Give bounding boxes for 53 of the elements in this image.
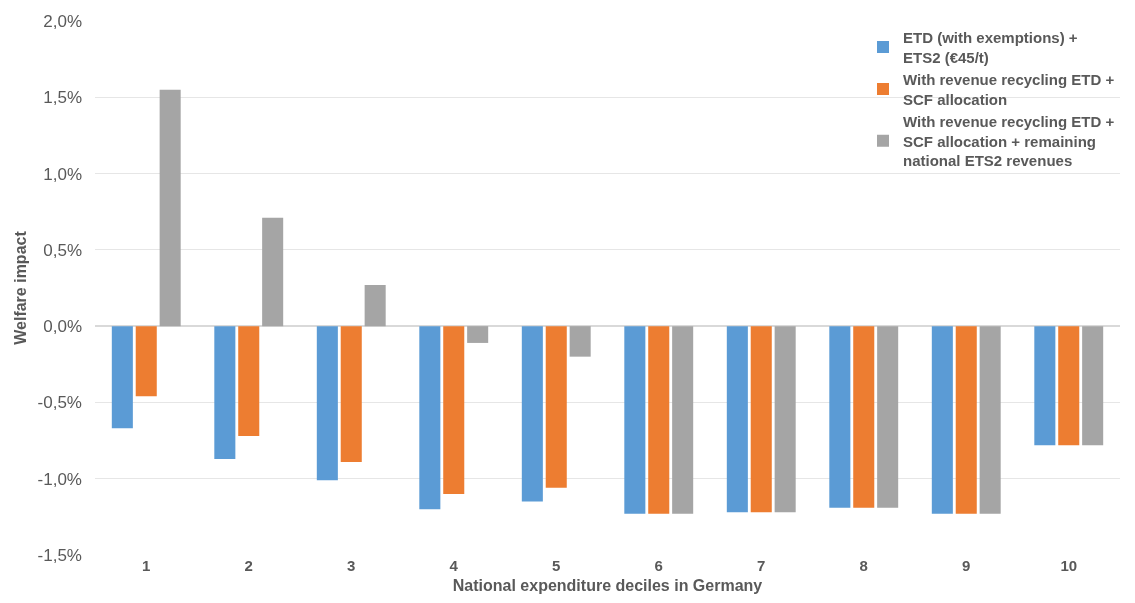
x-tick-label: 6 (654, 557, 663, 574)
bar (316, 326, 338, 481)
x-tick-label: 8 (859, 557, 868, 574)
x-axis-title: National expenditure deciles in Germany (452, 576, 763, 594)
bar (214, 326, 236, 459)
legend-label: ETD (with exemptions) + ETS2 (€45/t) (903, 29, 1078, 66)
x-tick-label: 3 (347, 557, 356, 574)
bar (624, 326, 646, 514)
y-tick-label: -1,5% (37, 545, 82, 565)
bar (877, 326, 899, 508)
bar (419, 326, 441, 510)
bar (159, 89, 181, 327)
bar (750, 326, 772, 513)
x-tick-label: 9 (962, 557, 971, 574)
bar (955, 326, 977, 514)
x-tick-label: 7 (757, 557, 766, 574)
legend-label: With revenue recycling ETD + SCF allocation + remaining national ETS2 revenues (903, 113, 1115, 170)
bar (648, 326, 670, 514)
bar (262, 217, 284, 327)
bar (829, 326, 851, 508)
x-tick-label: 4 (449, 557, 459, 574)
bar (726, 326, 748, 513)
bar (672, 326, 694, 514)
x-tick-label: 10 (1060, 557, 1078, 574)
bar (521, 326, 543, 502)
bar (1058, 326, 1080, 446)
bar (111, 326, 133, 429)
bar (569, 326, 591, 357)
bar (853, 326, 875, 508)
bar (1082, 326, 1104, 446)
bar (931, 326, 953, 514)
y-tick-label: -0,5% (37, 393, 82, 413)
bar (238, 326, 260, 436)
bar (135, 326, 157, 397)
x-tick-label: 1 (142, 557, 151, 574)
y-tick-label: 0,5% (43, 240, 82, 260)
bar (774, 326, 796, 513)
bar (364, 284, 386, 327)
bar (467, 326, 489, 343)
bar (443, 326, 465, 494)
legend-label: With revenue recycling ETD + SCF allocation (903, 71, 1115, 108)
y-tick-label: -1,0% (37, 469, 82, 489)
x-tick-label: 2 (244, 557, 253, 574)
y-tick-label: 1,5% (43, 88, 82, 108)
y-tick-label: 1,0% (43, 164, 82, 184)
bar (340, 326, 362, 462)
y-tick-label: 0,0% (43, 317, 82, 337)
y-axis-title: Welfare impact (12, 230, 30, 345)
bar (1034, 326, 1056, 446)
y-tick-label: 2,0% (43, 11, 82, 31)
x-tick-label: 5 (552, 557, 561, 574)
bar (545, 326, 567, 488)
bar (979, 326, 1001, 514)
